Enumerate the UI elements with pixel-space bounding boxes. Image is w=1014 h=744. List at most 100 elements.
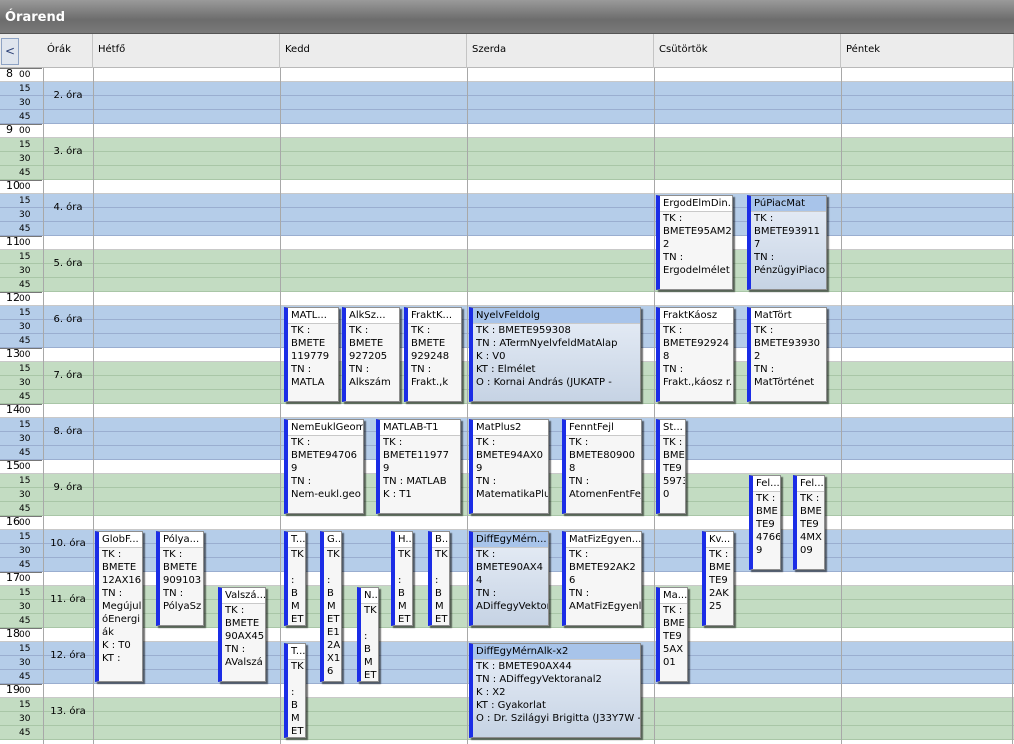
time-slot-row [0, 96, 1014, 110]
event-detail-line: X1 [327, 653, 341, 664]
minute-label: 00 [19, 518, 31, 528]
course-event[interactable]: FraktKáosz TK : BMETE92924 8 TN : Frakt.,káos… [656, 307, 734, 402]
course-event[interactable]: MatPlus2 TK : BMETE94AX0 9 TN : MatematikaPlu [469, 419, 549, 514]
course-event[interactable]: AlkSz... TK : BMETE 927205 TN : Alkszám [342, 307, 400, 402]
course-event[interactable]: G...TK : BM ET E1 2A X1 6 [320, 531, 342, 682]
minute-label: 00 [19, 126, 31, 136]
event-detail-line: TK : [709, 549, 729, 560]
day-header: Szerda [467, 34, 654, 68]
minute-label: 30 [19, 378, 31, 388]
event-detail-line: Frakt.,k [411, 377, 449, 388]
course-event[interactable]: MATLAB-T1 TK : BMETE11977 9 TN : MATLAB K : T… [376, 419, 461, 514]
period-label: 11. óra [50, 594, 86, 605]
column-divider [467, 68, 468, 744]
event-detail-line: M [291, 713, 300, 724]
column-divider [654, 68, 655, 744]
column-divider [43, 68, 44, 744]
minute-label: 45 [19, 672, 31, 682]
time-slot-row [0, 180, 1014, 194]
event-detail-line: TN : [754, 252, 775, 263]
event-detail-line: TN : [349, 364, 370, 375]
event-detail-line: TK : [291, 325, 311, 336]
course-event[interactable]: NemEuklGeom TK : BMETE94706 9 TN : Nem-eukl.g… [284, 419, 364, 514]
course-event[interactable]: N...TK : BM ET [357, 587, 379, 682]
day-header: Péntek [841, 34, 1014, 68]
period-label: 2. óra [53, 90, 83, 101]
event-detail-line: TN : [663, 252, 684, 263]
course-event[interactable]: Ma... TK : BME TE9 5AX 01 [656, 587, 688, 682]
event-title: H... [395, 532, 412, 548]
hour-divider [0, 460, 42, 461]
minute-label: 00 [19, 462, 31, 472]
event-detail-line: 6 [569, 575, 576, 586]
course-event[interactable]: FenntFejl TK : BMETE80900 8 TN : AtomenFentFe… [562, 419, 642, 514]
course-event[interactable]: Pólya... TK : BMETE 909103 TN : PólyaSz [156, 531, 204, 626]
course-event[interactable]: GlobF... TK : BMETE 12AX16 TN : Megújul óEnerg… [95, 531, 143, 682]
course-event[interactable]: Fel... TK : BME TE9 4MX 09 [793, 475, 825, 570]
course-event[interactable]: T... TK : B M ET [284, 643, 306, 738]
event-title: Pólya... [160, 532, 203, 548]
course-event[interactable]: H...TK : BM ET [391, 531, 413, 626]
event-detail-line: TN : MATLAB [383, 476, 447, 487]
event-detail-line: M [398, 601, 407, 612]
course-event[interactable]: Kv... TK : BME TE9 2AK 25 [702, 531, 734, 626]
course-event[interactable]: DiffEgyMérnAlk-x2 TK : BMETE90AX44 TN : AD… [469, 643, 641, 738]
column-divider [841, 68, 842, 744]
event-detail-line: TN : [291, 476, 312, 487]
minute-label: 00 [19, 574, 31, 584]
minute-label: 45 [19, 504, 31, 514]
hour-label: 19 [6, 683, 20, 696]
column-divider [1012, 68, 1013, 744]
course-event[interactable]: NyelvFeldolg TK : BMETE959308 TN : ATermNy… [469, 307, 641, 402]
event-detail-line: 4 [476, 575, 483, 586]
course-event[interactable]: St...TK : BME TE9 5973 0 [656, 419, 686, 514]
minute-label: 15 [19, 420, 31, 430]
time-slot-row [0, 250, 1014, 264]
course-event[interactable]: B...TK : BM ET [428, 531, 450, 626]
previous-week-button[interactable]: < [1, 38, 19, 65]
course-event[interactable]: PúPiacMat TK : BMETE93911 7 TN : PénzügyiPiac… [747, 195, 827, 290]
event-detail-line: TK : [663, 325, 683, 336]
event-title: Fel... [797, 476, 824, 492]
period-label: 9. óra [53, 482, 83, 493]
hour-divider [0, 684, 42, 685]
hour-label: 14 [6, 403, 20, 416]
event-detail-line: 01 [663, 657, 676, 668]
event-detail-line: ET [327, 614, 340, 625]
event-detail-line [398, 561, 412, 574]
course-event[interactable]: T... TK : B M ET [284, 531, 306, 626]
event-detail-line: 9 [291, 463, 298, 474]
event-detail-line: 4MX [800, 532, 822, 543]
hour-divider [0, 628, 42, 629]
event-title: FenntFejl [566, 420, 641, 436]
course-event[interactable]: FraktK... TK : BMETE 929248 TN : Frakt.,k [404, 307, 462, 402]
event-detail-line: BME [663, 618, 685, 629]
minute-label: 15 [19, 364, 31, 374]
course-event[interactable]: MatFizEgyen... TK : BMETE92AK2 6 TN : AMatFiz… [562, 531, 642, 626]
event-detail-line: 2 [754, 351, 761, 362]
event-title: St... [660, 420, 685, 436]
course-event[interactable]: ErgodElmDin... TK : BMETE95AM2 2 TN : Ergodel… [656, 195, 733, 290]
event-title: Fel... [753, 476, 780, 492]
course-event[interactable]: MatTört TK : BMETE93930 2 TN : MatTörténet [747, 307, 827, 402]
hour-divider [0, 236, 42, 237]
event-detail-line: TK : [754, 325, 774, 336]
event-detail-line: ET [291, 726, 304, 737]
event-detail-line: BME [756, 506, 778, 517]
minute-label: 15 [19, 140, 31, 150]
event-detail-line: BMETE94706 [291, 450, 358, 461]
event-title: MATLAB-T1 [380, 420, 460, 436]
event-detail-line: PólyaSz [163, 601, 202, 612]
event-detail-line: B [291, 700, 298, 711]
event-detail-line: M [291, 601, 300, 612]
event-title: MatTört [751, 308, 826, 324]
course-event[interactable]: DiffEgyMérn... TK : BMETE90AX4 4 TN : ADiffeg… [469, 531, 549, 626]
event-detail-line: 8 [663, 351, 670, 362]
event-detail-line: Ergodelmélet [663, 265, 730, 276]
minute-label: 45 [19, 616, 31, 626]
course-event[interactable]: Fel... TK : BME TE9 4766 9 [749, 475, 781, 570]
course-event[interactable]: Valszá... TK : BMETE 90AX45 TN : AValszá [218, 587, 266, 682]
minute-label: 15 [19, 84, 31, 94]
course-event[interactable]: MATL... TK : BMETE 119779 TN : MATLA [284, 307, 339, 402]
event-title: B... [432, 532, 449, 548]
